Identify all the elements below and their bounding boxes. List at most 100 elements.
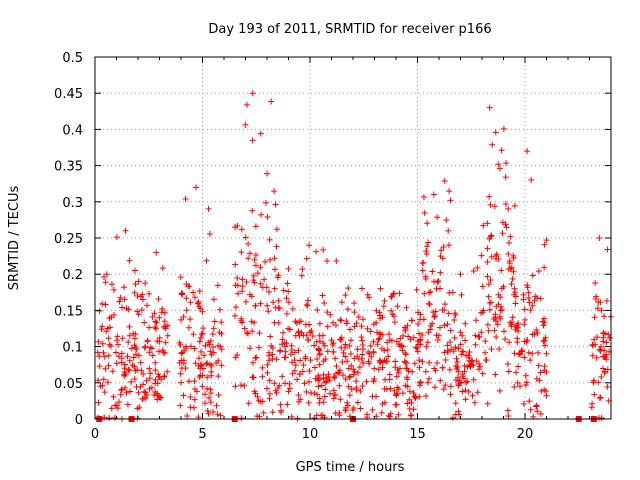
- data-point: [431, 312, 438, 319]
- data-point: [322, 379, 329, 386]
- data-point: [126, 323, 133, 330]
- data-point: [406, 396, 413, 403]
- data-point: [454, 359, 461, 366]
- data-point: [152, 318, 159, 325]
- data-point: [377, 331, 384, 338]
- data-point: [195, 355, 202, 362]
- data-point: [156, 314, 163, 321]
- data-point: [461, 362, 468, 369]
- data-point: [588, 404, 595, 411]
- data-point: [238, 415, 245, 422]
- data-point: [99, 382, 106, 389]
- data-point: [338, 299, 345, 306]
- data-point: [338, 317, 345, 324]
- data-point: [257, 130, 264, 137]
- data-point: [512, 293, 519, 300]
- data-point: [403, 304, 410, 311]
- data-point: [180, 392, 187, 399]
- data-point: [198, 362, 205, 369]
- data-point: [384, 346, 391, 353]
- data-point: [498, 267, 505, 274]
- data-point: [187, 394, 194, 401]
- data-point: [347, 373, 354, 380]
- data-point: [314, 391, 321, 398]
- data-point: [135, 389, 142, 396]
- data-point: [185, 324, 192, 331]
- data-point: [411, 360, 418, 367]
- data-point: [294, 376, 301, 383]
- data-point: [480, 307, 487, 314]
- data-point: [472, 341, 479, 348]
- data-point: [408, 399, 415, 406]
- data-point: [503, 160, 510, 167]
- data-point: [393, 373, 400, 380]
- data-point: [257, 280, 264, 287]
- data-point: [524, 148, 531, 155]
- data-point: [275, 297, 282, 304]
- data-point: [427, 288, 434, 295]
- data-point: [446, 289, 453, 296]
- data-point: [381, 347, 388, 354]
- data-point: [251, 388, 258, 395]
- data-point: [191, 386, 198, 393]
- data-point: [320, 340, 327, 347]
- data-point: [541, 337, 548, 344]
- data-point: [309, 332, 316, 339]
- data-point: [234, 274, 241, 281]
- data-point: [283, 295, 290, 302]
- data-point: [214, 282, 221, 289]
- data-point: [337, 316, 344, 323]
- data-point: [533, 402, 540, 409]
- data-point: [118, 359, 125, 366]
- data-point: [354, 346, 361, 353]
- data-point: [242, 234, 249, 241]
- data-point: [431, 314, 438, 321]
- data-point: [203, 360, 210, 367]
- data-point: [505, 368, 512, 375]
- data-point: [147, 344, 154, 351]
- data-point: [462, 320, 469, 327]
- data-point: [366, 350, 373, 357]
- data-point: [321, 393, 328, 400]
- data-point: [179, 349, 186, 356]
- data-point: [394, 384, 401, 391]
- data-point: [319, 332, 326, 339]
- data-point: [152, 324, 159, 331]
- data-point: [542, 388, 549, 395]
- data-point: [485, 293, 492, 300]
- data-point: [96, 363, 103, 370]
- data-point: [217, 412, 224, 419]
- data-point: [143, 377, 150, 384]
- data-point: [417, 378, 424, 385]
- data-point: [450, 348, 457, 355]
- data-point: [525, 289, 532, 296]
- data-point: [339, 358, 346, 365]
- data-point: [529, 272, 536, 279]
- data-point: [514, 322, 521, 329]
- data-point: [527, 406, 534, 413]
- data-point: [492, 371, 499, 378]
- data-point: [515, 363, 522, 370]
- data-point: [376, 357, 383, 364]
- data-point: [346, 326, 353, 333]
- data-point: [370, 338, 377, 345]
- data-point: [496, 165, 503, 172]
- data-point: [360, 346, 367, 353]
- data-point: [463, 352, 470, 359]
- data-point: [316, 395, 323, 402]
- data-point: [281, 343, 288, 350]
- data-point: [108, 314, 115, 321]
- data-point: [350, 371, 357, 378]
- data-point: [108, 281, 115, 288]
- data-point: [400, 332, 407, 339]
- data-point: [182, 195, 189, 202]
- data-point: [594, 305, 601, 312]
- data-point: [311, 364, 318, 371]
- data-point: [478, 329, 485, 336]
- data-point: [432, 308, 439, 315]
- data-point: [601, 353, 608, 360]
- data-point: [474, 264, 481, 271]
- data-point: [296, 332, 303, 339]
- data-point: [277, 347, 284, 354]
- data-point: [105, 362, 112, 369]
